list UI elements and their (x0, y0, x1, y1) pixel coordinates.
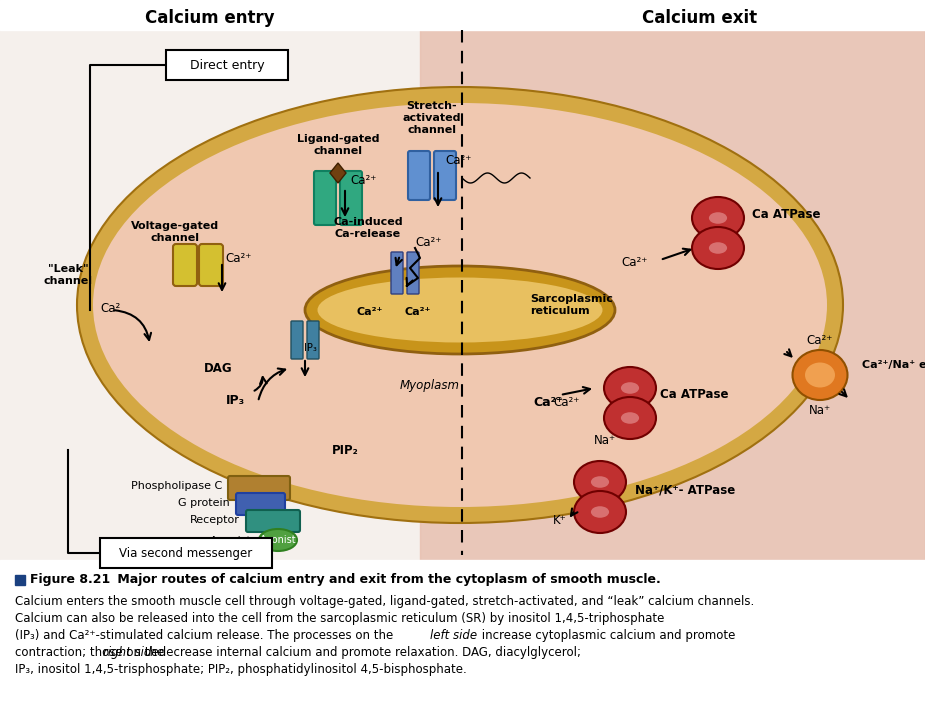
Ellipse shape (793, 350, 847, 400)
Text: "Leak"
channel: "Leak" channel (43, 265, 92, 286)
FancyBboxPatch shape (100, 538, 272, 568)
Bar (0, 0, 925, 30)
FancyBboxPatch shape (434, 151, 456, 200)
Text: Ca²⁺: Ca²⁺ (405, 307, 431, 317)
FancyBboxPatch shape (291, 321, 303, 359)
Bar (15, 575, 25, 585)
Polygon shape (330, 163, 346, 183)
Ellipse shape (305, 266, 615, 354)
Ellipse shape (621, 413, 639, 424)
Text: Myoplasm: Myoplasm (400, 378, 460, 392)
FancyBboxPatch shape (166, 50, 288, 80)
Text: Ca²⁺: Ca²⁺ (350, 174, 376, 187)
Text: Ca²⁺: Ca²⁺ (225, 252, 252, 265)
FancyBboxPatch shape (307, 321, 319, 359)
Text: PIP₂: PIP₂ (332, 443, 358, 456)
Ellipse shape (709, 242, 727, 254)
Text: K⁺: K⁺ (553, 513, 567, 526)
Text: DAG: DAG (204, 362, 232, 375)
Ellipse shape (805, 363, 835, 388)
FancyBboxPatch shape (228, 476, 290, 500)
Text: Ca²⁺: Ca²⁺ (533, 395, 563, 408)
Ellipse shape (621, 383, 639, 394)
Ellipse shape (259, 529, 297, 551)
Text: Ca²⁺: Ca²⁺ (445, 154, 472, 167)
Text: Phospholipase C: Phospholipase C (130, 481, 222, 491)
Ellipse shape (709, 212, 727, 224)
Text: Ca²⁺: Ca²⁺ (357, 307, 383, 317)
Text: Via second messenger: Via second messenger (119, 546, 253, 560)
Ellipse shape (317, 277, 602, 342)
Text: Receptor: Receptor (191, 515, 240, 525)
Text: Ligand-gated
channel: Ligand-gated channel (297, 134, 379, 156)
Text: left side: left side (430, 629, 477, 642)
Ellipse shape (93, 103, 827, 507)
Ellipse shape (692, 197, 744, 239)
Text: Direct entry: Direct entry (190, 59, 265, 72)
Text: Sarcoplasmic
reticulum: Sarcoplasmic reticulum (530, 294, 613, 316)
Bar (0, 0, 925, 560)
Text: contraction; those on the: contraction; those on the (15, 646, 168, 659)
Ellipse shape (574, 461, 626, 503)
Text: Stretch-
activated
channel: Stretch- activated channel (402, 102, 462, 134)
Text: Ca²⁺: Ca²⁺ (807, 333, 833, 347)
Text: (IP₃) and Ca²⁺-stimulated calcium release. The processes on the: (IP₃) and Ca²⁺-stimulated calcium releas… (15, 629, 397, 642)
Text: Voltage-gated
channel: Voltage-gated channel (131, 221, 219, 243)
Text: Calcium can also be released into the cell from the sarcoplasmic reticulum (SR) : Calcium can also be released into the ce… (15, 612, 664, 625)
Text: Calcium exit: Calcium exit (643, 9, 758, 27)
Ellipse shape (604, 367, 656, 409)
Text: IP₃, inositol 1,4,5-trisphosphate; PIP₂, phosphatidylinositol 4,5-bisphosphate.: IP₃, inositol 1,4,5-trisphosphate; PIP₂,… (15, 663, 467, 676)
Text: Ca²⁺: Ca²⁺ (415, 237, 441, 250)
Text: Calcium entry: Calcium entry (145, 9, 275, 27)
FancyBboxPatch shape (314, 171, 336, 225)
Text: Agonist: Agonist (210, 536, 252, 546)
Text: Na⁺/K⁺- ATPase: Na⁺/K⁺- ATPase (635, 483, 735, 496)
Text: Ca ATPase: Ca ATPase (660, 388, 729, 402)
Text: IP₃: IP₃ (226, 393, 244, 407)
Text: Agonist: Agonist (260, 535, 296, 545)
FancyBboxPatch shape (340, 171, 362, 225)
Ellipse shape (604, 397, 656, 439)
Ellipse shape (692, 227, 744, 269)
Text: Ca²⁺: Ca²⁺ (554, 395, 580, 408)
Text: Na⁺: Na⁺ (809, 403, 831, 417)
Text: right side: right side (103, 646, 158, 659)
Text: Major routes of calcium entry and exit from the cytoplasm of smooth muscle.: Major routes of calcium entry and exit f… (113, 573, 660, 586)
Text: increase cytoplasmic calcium and promote: increase cytoplasmic calcium and promote (478, 629, 735, 642)
Text: Na⁺: Na⁺ (594, 433, 616, 446)
FancyBboxPatch shape (173, 244, 197, 286)
Text: G protein: G protein (179, 498, 230, 508)
Text: Ca²⁺/Na⁺ exchange: Ca²⁺/Na⁺ exchange (862, 360, 925, 370)
FancyBboxPatch shape (199, 244, 223, 286)
Ellipse shape (77, 87, 843, 523)
Text: IP₃: IP₃ (303, 343, 316, 353)
Ellipse shape (591, 506, 609, 518)
Text: Ca ATPase: Ca ATPase (752, 209, 820, 222)
Text: Ca-induced
Ca-release: Ca-induced Ca-release (333, 217, 402, 239)
Ellipse shape (591, 476, 609, 488)
Text: Calcium enters the smooth muscle cell through voltage-gated, ligand-gated, stret: Calcium enters the smooth muscle cell th… (15, 595, 754, 608)
Text: Figure 8.21: Figure 8.21 (30, 573, 110, 586)
FancyBboxPatch shape (246, 510, 300, 532)
Text: Ca²⁺: Ca²⁺ (622, 255, 648, 269)
Text: Ca²: Ca² (100, 302, 120, 315)
Ellipse shape (574, 491, 626, 533)
Text: decrease internal calcium and promote relaxation. DAG, diacylglycerol;: decrease internal calcium and promote re… (155, 646, 581, 659)
Bar (0, 560, 925, 715)
Bar (420, 0, 925, 560)
FancyBboxPatch shape (236, 493, 285, 515)
FancyBboxPatch shape (408, 151, 430, 200)
FancyBboxPatch shape (407, 252, 419, 294)
FancyBboxPatch shape (391, 252, 403, 294)
